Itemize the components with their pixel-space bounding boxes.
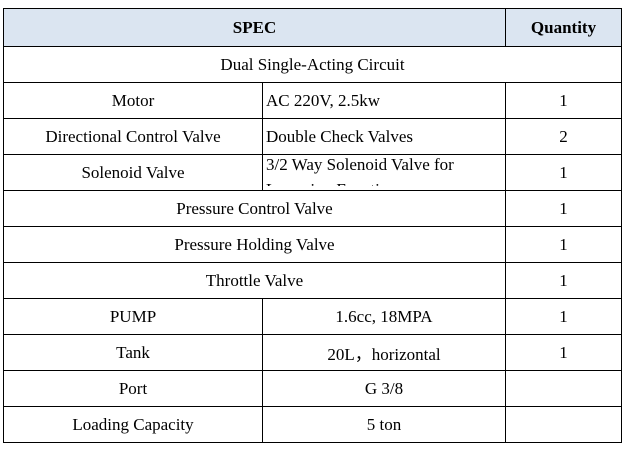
cell: Motor (3, 82, 263, 119)
cell: 2 (505, 118, 622, 155)
cell: 1 (505, 190, 622, 227)
cell-text: 3/2 Way Solenoid Valve for Lowering Func… (266, 154, 454, 186)
row: Loading Capacity 5 ton (3, 406, 622, 443)
row: Tank 20L，horizontal 1 (3, 334, 622, 371)
cell: 5 ton (262, 406, 506, 443)
cell: 1 (505, 262, 622, 299)
cell: 20L，horizontal (262, 334, 506, 371)
row: Port G 3/8 (3, 370, 622, 407)
cell: 1 (505, 82, 622, 119)
cell: PUMP (3, 298, 263, 335)
cell: Port (3, 370, 263, 407)
row: Dual Single-Acting Circuit (3, 46, 622, 83)
cell (505, 406, 622, 443)
row: Throttle Valve 1 (3, 262, 622, 299)
row: Solenoid Valve 3/2 Way Solenoid Valve fo… (3, 154, 622, 191)
cell: 1 (505, 334, 622, 371)
cell: Pressure Holding Valve (3, 226, 506, 263)
cell: Loading Capacity (3, 406, 263, 443)
cell: 3/2 Way Solenoid Valve for Lowering Func… (262, 154, 506, 191)
cell: Directional Control Valve (3, 118, 263, 155)
row: Directional Control Valve Double Check V… (3, 118, 622, 155)
cell: Solenoid Valve (3, 154, 263, 191)
cell: 1 (505, 226, 622, 263)
cell: Double Check Valves (262, 118, 506, 155)
cell: 1 (505, 298, 622, 335)
cell: G 3/8 (262, 370, 506, 407)
cell: AC 220V, 2.5kw (262, 82, 506, 119)
row: Motor AC 220V, 2.5kw 1 (3, 82, 622, 119)
spec-table: SPEC Quantity Dual Single-Acting Circuit… (3, 8, 622, 443)
header-cell: SPEC (3, 8, 506, 47)
row: Pressure Holding Valve 1 (3, 226, 622, 263)
row: Pressure Control Valve 1 (3, 190, 622, 227)
cell: Throttle Valve (3, 262, 506, 299)
row: PUMP 1.6cc, 18MPA 1 (3, 298, 622, 335)
cell: Pressure Control Valve (3, 190, 506, 227)
cell: 1.6cc, 18MPA (262, 298, 506, 335)
cell (505, 370, 622, 407)
cell: 1 (505, 154, 622, 191)
header-cell: Quantity (505, 8, 622, 47)
header-row: SPEC Quantity (3, 8, 622, 47)
cell: Dual Single-Acting Circuit (3, 46, 622, 83)
cell: Tank (3, 334, 263, 371)
